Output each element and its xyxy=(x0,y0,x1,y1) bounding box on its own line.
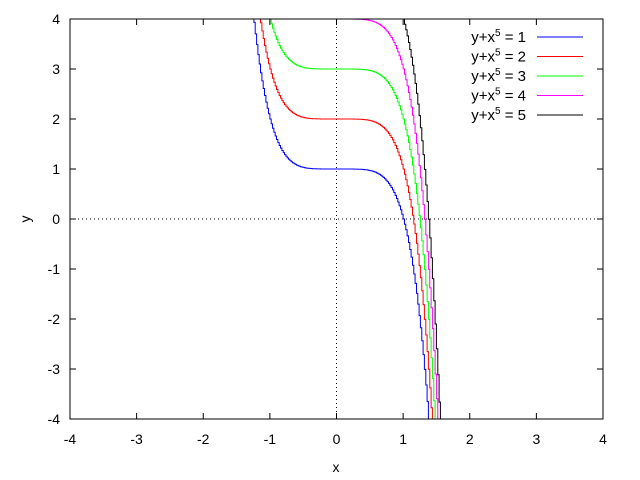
x-tick-label: 0 xyxy=(333,431,341,447)
legend-entry: y+x5 = 2 xyxy=(471,48,583,66)
y-tick-label: 0 xyxy=(52,211,60,227)
y-tick-label: 4 xyxy=(52,11,60,27)
x-tick-label: -4 xyxy=(64,431,77,447)
y-tick-labels: -4 -3 -2 -1 0 1 2 3 4 xyxy=(48,11,61,427)
y-tick-label: -3 xyxy=(48,361,61,377)
legend: y+x5 = 1 y+x5 = 2y+x5 = 3 y+x5 = 4y+x5 = 5 xyxy=(471,28,583,124)
legend-label: y+x5 = 1 xyxy=(471,28,526,46)
legend-label: y+x5 = 2 xyxy=(471,48,526,66)
legend-entry: y+x5 = 4 xyxy=(471,87,583,105)
y-tick-label: 1 xyxy=(52,161,60,177)
x-tick-label: -3 xyxy=(130,431,143,447)
legend-entry: y+x5 = 1 xyxy=(471,28,583,46)
y-tick-label: -2 xyxy=(48,311,61,327)
x-tick-label: -1 xyxy=(264,431,277,447)
legend-entry: y+x5 = 3 xyxy=(471,67,583,85)
legend-label: y+x5 = 5 xyxy=(471,106,526,124)
series-line xyxy=(402,19,441,419)
series-line xyxy=(309,19,439,419)
series-line xyxy=(269,19,436,419)
y-tick-label: 3 xyxy=(52,61,60,77)
series-line xyxy=(253,19,431,419)
x-tick-label: 3 xyxy=(532,431,540,447)
x-tick-label: 1 xyxy=(399,431,407,447)
x-tick-label: -2 xyxy=(197,431,210,447)
y-tick-label: -4 xyxy=(48,411,61,427)
x-tick-label: 4 xyxy=(599,431,607,447)
series-layer xyxy=(253,19,441,419)
x-tick-labels: -4 -3 -2 -1 0 1 2 3 4 xyxy=(64,431,607,447)
y-tick-label: -1 xyxy=(48,261,61,277)
y-axis-label: y xyxy=(17,216,33,223)
y-tick-label: 2 xyxy=(52,111,60,127)
x-axis-label: x xyxy=(333,459,340,475)
x-tick-label: 2 xyxy=(466,431,474,447)
zero-axes xyxy=(70,19,603,419)
plot-frame xyxy=(69,18,604,420)
legend-label: y+x5 = 4 xyxy=(471,87,526,105)
series-line xyxy=(260,19,433,419)
legend-entry: y+x5 = 5 xyxy=(471,106,583,124)
legend-label: y+x5 = 3 xyxy=(471,67,526,85)
